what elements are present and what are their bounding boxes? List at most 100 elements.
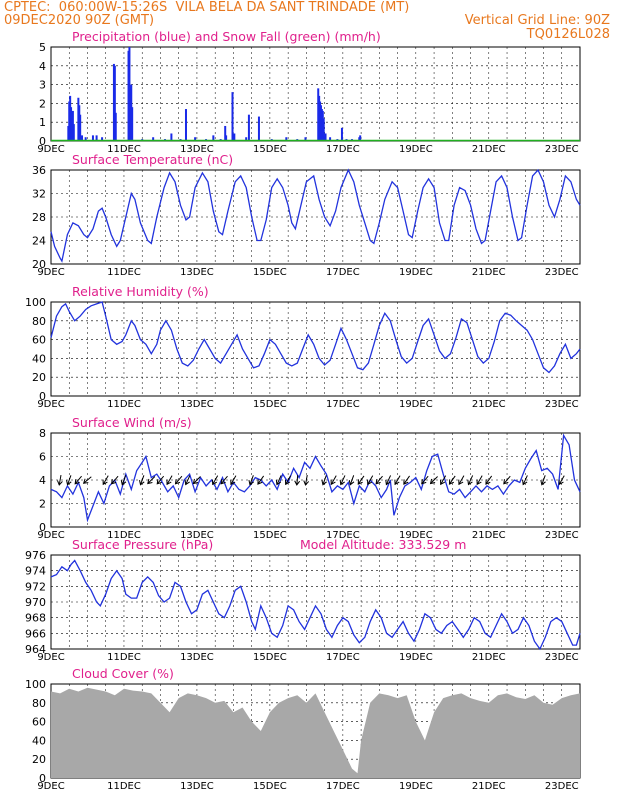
wind-arrow-shaft [111, 475, 119, 485]
wind-arrow-shaft [522, 475, 528, 485]
wind-arrow-head [476, 479, 482, 486]
wind-arrow-shaft [249, 475, 254, 485]
temp-xtick-label: 19DEC [399, 267, 433, 278]
wind-arrow-shaft [212, 475, 219, 485]
precip-xtick-label: 13DEC [180, 144, 214, 155]
precip-bar [233, 133, 236, 141]
temp-title: Surface Temperature (nC) [72, 152, 233, 167]
wind-ytick-label: 6 [39, 451, 46, 464]
rh-xtick-label: 21DEC [472, 399, 506, 410]
wind-ytick-label: 8 [39, 427, 46, 440]
cloud-xtick-label: 17DEC [326, 781, 360, 792]
precip-bar [91, 135, 94, 141]
temp-xtick-label: 11DEC [107, 267, 141, 278]
temp-ytick-label: 24 [32, 235, 46, 248]
rh-xtick-label: 13DEC [180, 399, 214, 410]
cloud-ytick-label: 80 [32, 697, 46, 710]
wind-arrow-shaft [467, 475, 474, 485]
wind-arrow-shaft [440, 475, 447, 485]
temp-xtick-label: 17DEC [326, 267, 360, 278]
cloud-title: Cloud Cover (%) [72, 666, 174, 681]
precip-bar [152, 137, 155, 141]
precip-ytick-label: 1 [39, 116, 46, 129]
cloud-ytick-label: 100 [25, 678, 46, 691]
rh-xtick-label: 15DEC [253, 399, 287, 410]
wind-arrow-shaft [541, 475, 546, 485]
wind-arrow-shaft [330, 475, 337, 485]
wind-xtick-label: 11DEC [107, 530, 141, 541]
wind-arrow-head [248, 479, 254, 486]
wind-arrow-head [294, 480, 301, 486]
wind-arrow-shaft [121, 475, 127, 485]
precip-bar [95, 135, 98, 141]
pressure-ytick-label: 966 [25, 627, 46, 640]
precip-bar [170, 133, 173, 141]
precip-bar [340, 127, 343, 141]
wind-arrow-head [440, 479, 446, 486]
pressure-ytick-label: 970 [25, 596, 46, 609]
wind-arrow-shaft [58, 474, 62, 486]
temp-ytick-label: 32 [32, 188, 46, 201]
wind-arrow-head [212, 479, 218, 486]
wind-arrow-shaft [285, 475, 292, 485]
pressure-ytick-label: 972 [25, 580, 46, 593]
precip-xtick-label: 11DEC [107, 144, 141, 155]
wind-ytick-label: 4 [39, 474, 46, 487]
temp-line [50, 168, 581, 263]
temp-panel: 20 24 28 32 36 9DEC 11DEC 13DEC 15DEC 17DEC 19DEC 2… [32, 152, 581, 278]
wind-arrow-shaft [147, 476, 156, 484]
precip-ytick-label: 5 [39, 41, 46, 54]
wind-arrow-shaft [367, 475, 374, 485]
precip-bar [324, 133, 327, 141]
precip-xtick-label: 17DEC [326, 144, 360, 155]
wind-arrow-head [321, 479, 327, 486]
cloud-area [51, 687, 580, 778]
wind-arrow-head [421, 479, 427, 485]
precip-bar [79, 114, 82, 141]
wind-arrow-shaft [185, 475, 191, 485]
wind-arrow-shaft [305, 474, 308, 486]
rh-xtick-label: 17DEC [326, 399, 360, 410]
rh-panel: 0 20 40 60 80 100 9DEC 11DEC 13DEC 15DEC 17DEC 19DE… [25, 284, 581, 410]
precip-ytick-label: 4 [39, 60, 46, 73]
precip-xtick-label: 15DEC [253, 144, 287, 155]
rh-title: Relative Humidity (%) [72, 284, 209, 299]
precip-bar [329, 137, 332, 141]
pressure-ytick-label: 974 [25, 565, 46, 578]
pressure-xtick-label: 21DEC [472, 652, 506, 663]
wind-arrow-head [348, 479, 355, 486]
wind-arrow-head [448, 479, 454, 485]
wind-arrow-shaft [449, 475, 456, 485]
precip-title: Precipitation (blue) and Snow Fall (gree… [72, 29, 381, 44]
cloud-ytick-label: 40 [32, 734, 46, 747]
wind-arrow-shaft [476, 475, 483, 485]
precip-bar [101, 137, 104, 141]
precip-bar [131, 107, 134, 141]
wind-arrow-shaft [67, 475, 72, 485]
wind-arrow-shaft [296, 474, 299, 486]
precip-xtick-label: 19DEC [399, 144, 433, 155]
wind-arrow-head [102, 479, 108, 486]
wind-arrow-shaft [166, 475, 173, 485]
wind-arrow-head [540, 479, 546, 486]
precip-bar [225, 135, 228, 141]
wind-arrow-shaft [421, 475, 429, 485]
pressure-title: Surface Pressure (hPa) [72, 537, 213, 552]
precip-bar [304, 137, 307, 141]
wind-arrow-shaft [276, 475, 282, 485]
wind-arrow-head [429, 478, 436, 485]
wind-arrow-head [458, 479, 464, 486]
precip-ytick-label: 3 [39, 79, 46, 92]
wind-xtick-label: 21DEC [472, 530, 506, 541]
wind-arrow-head [558, 479, 564, 486]
wind-arrow-shaft [175, 475, 183, 485]
wind-arrow-head [66, 479, 72, 486]
rh-ytick-label: 40 [32, 352, 46, 365]
precip-xtick-label: 23DEC [545, 144, 579, 155]
precip-xtick-label: 21DEC [472, 144, 506, 155]
wind-arrow-head [522, 479, 528, 486]
wind-arrow-shaft [394, 475, 401, 485]
precip-bar [114, 112, 117, 141]
precip-bar [245, 137, 248, 141]
